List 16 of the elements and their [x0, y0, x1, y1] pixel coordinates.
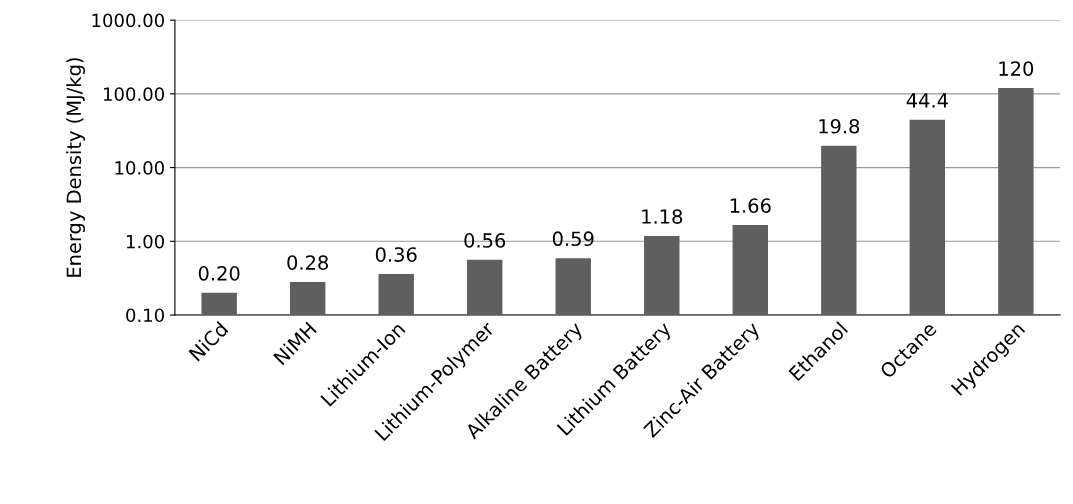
y-tick-label: 10.00: [115, 161, 164, 175]
y-axis-title: Energy Density (MJ/kg): [66, 58, 85, 277]
y-tick-label: 1.00: [126, 234, 164, 249]
data-label: 0.20: [198, 266, 240, 281]
data-label: 44.4: [906, 93, 948, 108]
data-label: 0.28: [287, 255, 328, 270]
y-tick-label: 100.00: [103, 87, 164, 101]
data-label: 1.18: [642, 209, 683, 224]
data-label: 120: [999, 61, 1034, 76]
data-label: 0.56: [464, 233, 506, 248]
y-tick-label: 1000.00: [92, 13, 164, 28]
data-label: 0.36: [375, 247, 417, 262]
data-label: 1.66: [730, 198, 771, 213]
y-tick-label: 0.10: [126, 308, 164, 323]
data-label: 19.8: [819, 118, 860, 134]
data-label: 0.59: [552, 231, 594, 247]
